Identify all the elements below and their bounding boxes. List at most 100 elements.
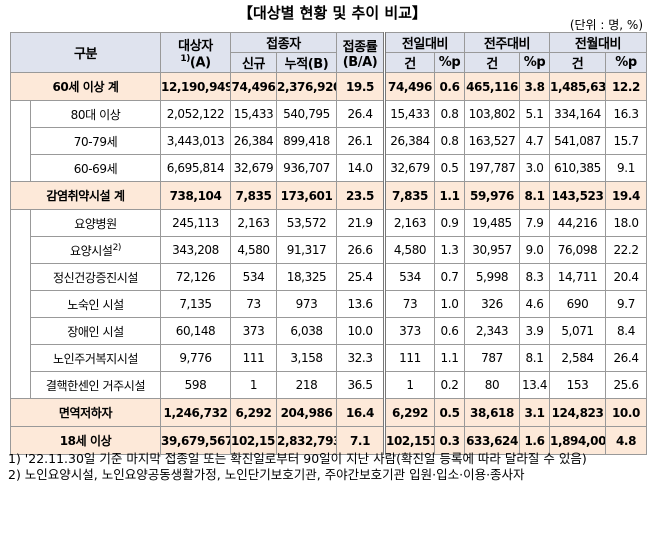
table-cell: 14.0 <box>336 154 385 182</box>
table-cell: 534 <box>383 263 435 291</box>
table-cell: 465,116 <box>464 72 520 101</box>
table-cell: 973 <box>276 290 337 318</box>
table-cell: 32,679 <box>230 154 277 182</box>
table-cell: 13.6 <box>336 290 385 318</box>
sub-row: 노숙인 시설 7,135 73 973 13.6 73 1.0 326 4.6 690 9.7 <box>10 290 647 318</box>
table-cell: 19.4 <box>605 181 647 210</box>
table-cell: 103,802 <box>464 100 520 128</box>
table-cell: 76,098 <box>549 236 606 264</box>
table-cell: 9.0 <box>519 236 550 264</box>
table-cell: 5,998 <box>464 263 520 291</box>
header-cell: 누적(B) <box>276 52 337 73</box>
table-cell: 10.0 <box>336 317 385 345</box>
table-cell: 14,711 <box>549 263 606 291</box>
table-cell: 10.0 <box>605 398 647 427</box>
indent-cell <box>10 127 31 155</box>
table-cell: 936,707 <box>276 154 337 182</box>
table-cell: 7,835 <box>230 181 277 210</box>
table-cell: 0.6 <box>434 72 465 101</box>
table-cell: 73 <box>383 290 435 318</box>
table-cell: 4.7 <box>519 127 550 155</box>
group-row: 면역저하자 1,246,732 6,292 204,986 16.4 6,292 0.5 38… <box>10 398 647 427</box>
table-cell: 3.0 <box>519 154 550 182</box>
table-cell: 9,776 <box>160 344 231 372</box>
table-cell: 787 <box>464 344 520 372</box>
row-label: 결핵한센인 거주시설 <box>30 371 161 399</box>
header-cell: 대상자 1)(A) <box>160 32 231 73</box>
table-cell: 4.8 <box>605 426 647 455</box>
table-cell: 15,433 <box>230 100 277 128</box>
header-cell: 전월대비 <box>549 32 647 53</box>
table-cell: 2,163 <box>383 209 435 237</box>
label-text: 노인주거복지시설 <box>52 351 139 366</box>
table-cell: 7,835 <box>383 181 435 210</box>
table-cell: 690 <box>549 290 606 318</box>
table-cell: 0.7 <box>434 263 465 291</box>
table-cell: 8.4 <box>605 317 647 345</box>
table-cell: 12,190,949 <box>160 72 231 101</box>
footnote: 2) 노인요양시설, 노인요양공동생활가정, 노인단기보호기관, 주야간보호기관… <box>8 467 525 482</box>
table-cell: 111 <box>383 344 435 372</box>
group-row: 감염취약시설 계 738,104 7,835 173,601 23.5 7,835 1.1 5… <box>10 181 647 210</box>
sub-row: 60-69세 6,695,814 32,679 936,707 14.0 32,679 0.… <box>10 154 647 182</box>
label-text: 장애인 시설 <box>67 324 124 339</box>
table-cell: 1.0 <box>434 290 465 318</box>
table-cell: 16.3 <box>605 100 647 128</box>
indent-cell <box>10 263 31 291</box>
header-text: 접종률 <box>342 39 378 55</box>
table-cell: 373 <box>230 317 277 345</box>
table-cell: 18.0 <box>605 209 647 237</box>
table-cell: 111 <box>230 344 277 372</box>
table-cell: 899,418 <box>276 127 337 155</box>
label-text: 정신건강증진시설 <box>52 270 139 285</box>
row-label: 60-69세 <box>30 154 161 182</box>
table-cell: 74,496 <box>383 72 435 101</box>
table-cell: 0.2 <box>434 371 465 399</box>
table-cell: 1.3 <box>434 236 465 264</box>
table-cell: 2,376,920 <box>276 72 337 101</box>
header-text: 대상자 <box>178 38 213 54</box>
indent-cell <box>10 290 31 318</box>
table-cell: 8.3 <box>519 263 550 291</box>
table-cell: 53,572 <box>276 209 337 237</box>
row-label: 60세 이상 계 <box>10 72 161 101</box>
table-cell: 5,071 <box>549 317 606 345</box>
table-cell: 334,164 <box>549 100 606 128</box>
table-cell: 2,163 <box>230 209 277 237</box>
table-cell: 15,433 <box>383 100 435 128</box>
table-cell: 0.6 <box>434 317 465 345</box>
table-cell: 25.4 <box>336 263 385 291</box>
table-cell: 9.1 <box>605 154 647 182</box>
table-cell: 0.8 <box>434 100 465 128</box>
table-cell: 534 <box>230 263 277 291</box>
table-cell: 218 <box>276 371 337 399</box>
table-cell: 26.6 <box>336 236 385 264</box>
table-cell: 3,443,013 <box>160 127 231 155</box>
sub-row: 장애인 시설 60,148 373 6,038 10.0 373 0.6 2,343 3.9 5,… <box>10 317 647 345</box>
table-cell: 0.3 <box>434 426 465 455</box>
table-cell: 7,135 <box>160 290 231 318</box>
table-cell: 1 <box>383 371 435 399</box>
table-cell: 9.7 <box>605 290 647 318</box>
table-cell: 1,485,636 <box>549 72 606 101</box>
indent-cell <box>10 371 31 399</box>
indent-cell <box>10 236 31 264</box>
header-cell: 전주대비 <box>464 32 550 53</box>
table-cell: 124,823 <box>549 398 606 427</box>
label-text: 70-79세 <box>73 134 118 149</box>
table-cell: 197,787 <box>464 154 520 182</box>
table-cell: 738,104 <box>160 181 231 210</box>
sub-row: 노인주거복지시설 9,776 111 3,158 32.3 111 1.1 787 8.1 2,5… <box>10 344 647 372</box>
group-row: 18세 이상39,679,567102,1512,832,7937.1102,1… <box>10 426 647 455</box>
header-text: (B/A) <box>342 54 378 70</box>
row-label: 노숙인 시설 <box>30 290 161 318</box>
sub-row: 결핵한센인 거주시설 598 1 218 36.5 1 0.2 80 13.4 153 25.6 <box>10 371 647 399</box>
table-cell: 204,986 <box>276 398 337 427</box>
label-text: 결핵한센인 거주시설 <box>45 378 146 393</box>
table-cell: 32,679 <box>383 154 435 182</box>
table-cell: 32.3 <box>336 344 385 372</box>
header-cell: 접종률 (B/A) <box>336 32 385 73</box>
footnote: 1) '22.11.30일 기준 마지막 접종일 또는 확진일로부터 90일이 … <box>8 451 587 466</box>
indent-cell <box>10 344 31 372</box>
table-cell: 6,038 <box>276 317 337 345</box>
